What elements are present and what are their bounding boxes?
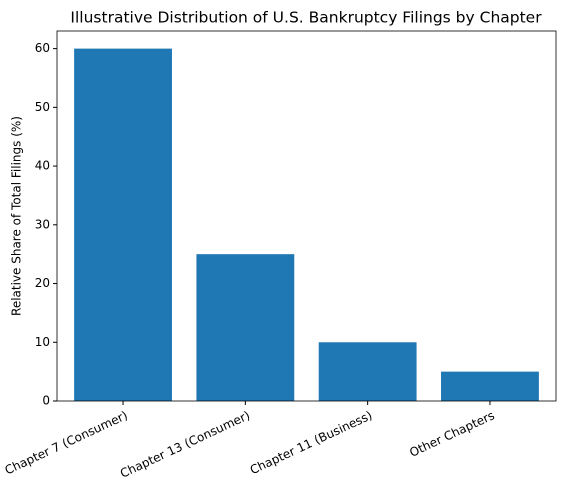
- y-axis-label: Relative Share of Total Filings (%): [10, 116, 24, 316]
- y-tick-label: 30: [35, 217, 50, 231]
- y-tick-label: 20: [35, 276, 50, 290]
- x-tick-label: Chapter 7 (Consumer): [3, 408, 130, 477]
- y-tick-label: 50: [35, 100, 50, 114]
- y-tick-label: 0: [42, 394, 50, 408]
- bar: [318, 342, 417, 401]
- bar: [196, 254, 295, 401]
- y-tick-label: 40: [35, 159, 50, 173]
- bar: [74, 48, 172, 401]
- y-tick-label: 60: [35, 41, 50, 55]
- plot-frame: [56, 30, 557, 402]
- x-tick-label: Chapter 11 (Business): [248, 408, 375, 477]
- x-tick-label: Other Chapters: [407, 408, 496, 460]
- x-tick-label: Chapter 13 (Consumer): [118, 408, 252, 480]
- y-tick-label: 10: [35, 335, 50, 349]
- chart-title: Illustrative Distribution of U.S. Bankru…: [70, 9, 542, 27]
- bar: [441, 371, 539, 401]
